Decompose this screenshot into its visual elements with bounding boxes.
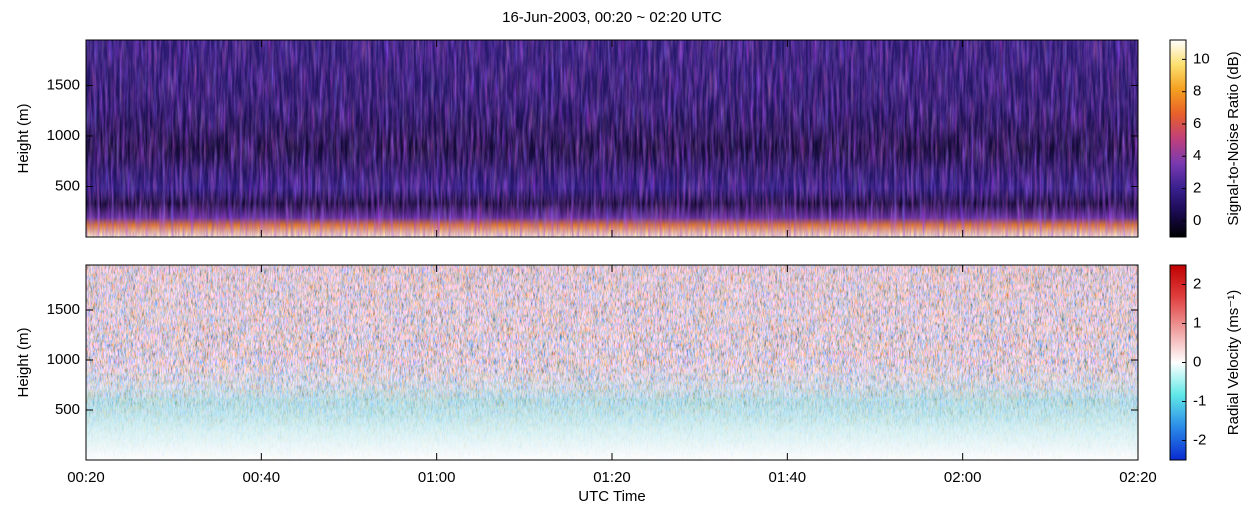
y-tick-label: 1000 (47, 351, 80, 368)
colorbar-tick-label: 6 (1193, 115, 1201, 132)
y-axis-label: Height (m) (15, 103, 32, 173)
colorbar-label: Signal-to-Noise Ratio (dB) (1225, 51, 1242, 225)
colorbar-tick-label: 4 (1193, 147, 1201, 164)
x-tick-label: 02:00 (944, 469, 982, 486)
colorbar-tick-label: 0 (1193, 353, 1201, 370)
y-tick-label: 1000 (47, 127, 80, 144)
colorbar-tick-label: 2 (1193, 275, 1201, 292)
velocity-image (86, 265, 1138, 460)
x-tick-label: 01:20 (593, 469, 631, 486)
colorbar-tick-label: 0 (1193, 212, 1201, 229)
y-tick-label: 1500 (47, 301, 80, 318)
snr-image (86, 40, 1138, 237)
colorbar-tick-label: -1 (1193, 392, 1206, 409)
y-tick-label: 500 (55, 177, 80, 194)
colorbar (1169, 39, 1187, 238)
colorbar-tick-label: 1 (1193, 314, 1201, 331)
y-tick-label: 1500 (47, 76, 80, 93)
x-tick-label: 01:40 (769, 469, 807, 486)
y-axis-label: Height (m) (15, 327, 32, 397)
y-tick-label: 500 (55, 401, 80, 418)
x-tick-label: 00:40 (243, 469, 281, 486)
x-axis-label: UTC Time (578, 488, 646, 505)
x-tick-label: 02:20 (1119, 469, 1157, 486)
colorbar-tick-label: 8 (1193, 83, 1201, 100)
x-tick-label: 00:20 (67, 469, 105, 486)
colorbar-label: Radial Velocity (ms⁻¹) (1225, 290, 1242, 435)
colorbar-tick-label: 10 (1193, 50, 1210, 67)
chart-title: 16-Jun-2003, 00:20 ~ 02:20 UTC (502, 9, 722, 26)
x-tick-label: 01:00 (418, 469, 456, 486)
colorbar-tick-label: -2 (1193, 431, 1206, 448)
colorbar-tick-label: 2 (1193, 180, 1201, 197)
